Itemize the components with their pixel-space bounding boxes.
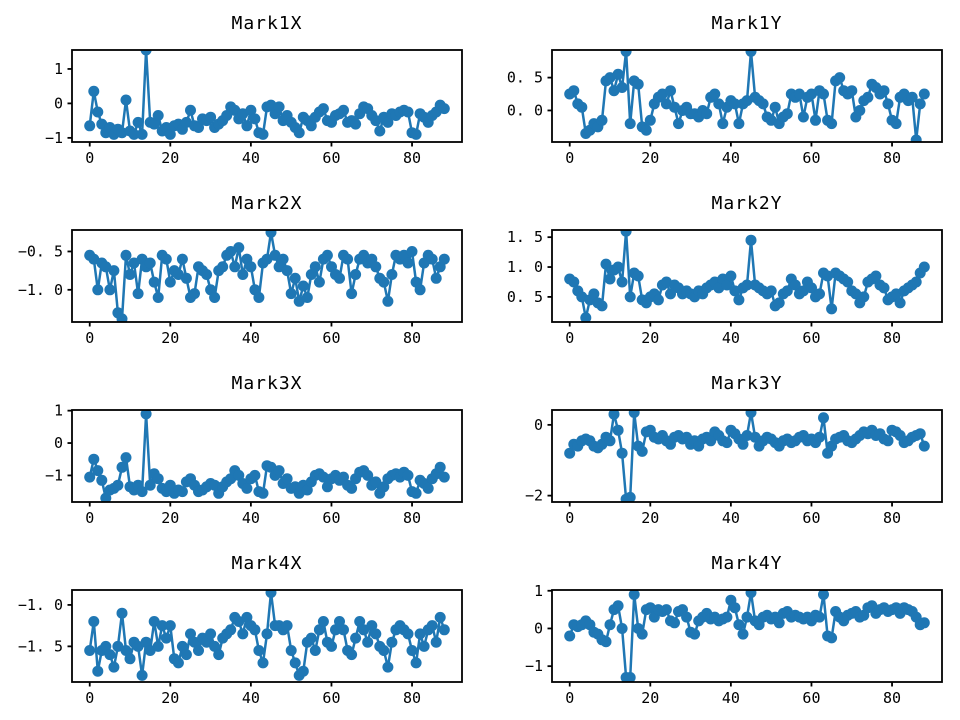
svg-text:0: 0: [565, 689, 574, 707]
svg-text:0: 0: [534, 416, 543, 434]
svg-text:−1. 5: −1. 5: [18, 637, 63, 655]
svg-text:60: 60: [322, 329, 340, 347]
svg-text:−2: −2: [525, 487, 543, 505]
svg-text:1: 1: [54, 402, 63, 420]
svg-text:20: 20: [161, 509, 179, 527]
svg-text:60: 60: [802, 149, 820, 167]
svg-text:0: 0: [565, 329, 574, 347]
svg-text:80: 80: [403, 329, 421, 347]
svg-text:20: 20: [641, 509, 659, 527]
svg-text:40: 40: [722, 689, 740, 707]
svg-text:80: 80: [403, 509, 421, 527]
svg-text:80: 80: [883, 689, 901, 707]
svg-text:40: 40: [242, 149, 260, 167]
subplot-mark2x: Mark2X 0 20 40 60 80 −0. 5 −1. 0: [0, 180, 480, 360]
plot-canvas-mark1y: 0 20 40 60 80 0. 5 0. 0: [507, 49, 943, 167]
svg-text:20: 20: [161, 689, 179, 707]
svg-text:40: 40: [722, 509, 740, 527]
subplot-mark1x: Mark1X 0 20 40 60 80 1 0 −1: [0, 0, 480, 180]
svg-text:40: 40: [242, 689, 260, 707]
svg-text:−1: −1: [525, 657, 543, 675]
svg-text:−1. 0: −1. 0: [18, 596, 63, 614]
svg-text:0: 0: [85, 329, 94, 347]
svg-text:60: 60: [802, 509, 820, 527]
subplot-mark1y: Mark1Y 0 20 40 60 80 0. 5 0. 0: [480, 0, 960, 180]
subplot-mark3y: Mark3Y 0 20 40 60 80 0 −2: [480, 360, 960, 540]
svg-text:80: 80: [883, 149, 901, 167]
svg-text:1. 5: 1. 5: [507, 228, 543, 246]
svg-text:40: 40: [242, 329, 260, 347]
svg-text:80: 80: [883, 509, 901, 527]
svg-text:0: 0: [85, 509, 94, 527]
plot-title-mark2x: Mark2X: [231, 193, 303, 214]
svg-text:0: 0: [534, 619, 543, 637]
svg-text:20: 20: [641, 689, 659, 707]
svg-text:60: 60: [322, 509, 340, 527]
plot-canvas-mark4y: 0 20 40 60 80 1 0 −1: [525, 582, 943, 707]
svg-text:40: 40: [722, 149, 740, 167]
svg-text:0: 0: [54, 94, 63, 112]
plot-canvas-mark2y: 0 20 40 60 80 1. 5 1. 0 0. 5: [507, 228, 943, 347]
svg-text:80: 80: [403, 149, 421, 167]
svg-text:0: 0: [565, 149, 574, 167]
plot-canvas-mark1x: 0 20 40 60 80 1 0 −1: [45, 49, 463, 167]
svg-text:40: 40: [722, 329, 740, 347]
svg-text:0. 5: 0. 5: [507, 69, 543, 87]
svg-text:80: 80: [883, 329, 901, 347]
svg-text:0. 5: 0. 5: [507, 288, 543, 306]
plot-title-mark3x: Mark3X: [231, 373, 303, 394]
svg-text:20: 20: [641, 329, 659, 347]
svg-text:1: 1: [534, 582, 543, 600]
svg-text:60: 60: [322, 149, 340, 167]
plot-title-mark1y: Mark1Y: [711, 13, 783, 34]
svg-text:0: 0: [85, 149, 94, 167]
plot-title-mark4y: Mark4Y: [711, 553, 783, 574]
plot-title-mark3y: Mark3Y: [711, 373, 783, 394]
svg-text:0. 0: 0. 0: [507, 101, 543, 119]
svg-text:60: 60: [802, 329, 820, 347]
svg-text:20: 20: [641, 149, 659, 167]
plot-canvas-mark2x: 0 20 40 60 80 −0. 5 −1. 0: [18, 229, 463, 347]
svg-text:20: 20: [161, 329, 179, 347]
plot-title-mark4x: Mark4X: [231, 553, 303, 574]
svg-text:80: 80: [403, 689, 421, 707]
svg-text:1. 0: 1. 0: [507, 258, 543, 276]
svg-text:−1: −1: [45, 129, 63, 147]
subplot-mark4y: Mark4Y 0 20 40 60 80 1 0 −1: [480, 540, 960, 720]
svg-text:60: 60: [802, 689, 820, 707]
svg-text:0: 0: [85, 689, 94, 707]
svg-text:0: 0: [54, 434, 63, 452]
plot-canvas-mark4x: 0 20 40 60 80 −1. 0 −1. 5: [18, 589, 463, 707]
subplot-mark4x: Mark4X 0 20 40 60 80 −1. 0 −1. 5: [0, 540, 480, 720]
svg-text:1: 1: [54, 60, 63, 78]
svg-text:−0. 5: −0. 5: [18, 242, 63, 260]
plot-title-mark2y: Mark2Y: [711, 193, 783, 214]
plot-title-mark1x: Mark1X: [231, 13, 303, 34]
svg-text:20: 20: [161, 149, 179, 167]
subplot-mark3x: Mark3X 0 20 40 60 80 1 0 −1: [0, 360, 480, 540]
svg-text:−1. 0: −1. 0: [18, 281, 63, 299]
plot-canvas-mark3y: 0 20 40 60 80 0 −2: [525, 409, 943, 527]
subplot-mark2y: Mark2Y 0 20 40 60 80 1. 5 1. 0 0. 5: [480, 180, 960, 360]
svg-text:−1: −1: [45, 466, 63, 484]
svg-text:40: 40: [242, 509, 260, 527]
svg-text:0: 0: [565, 509, 574, 527]
plot-canvas-mark3x: 0 20 40 60 80 1 0 −1: [45, 402, 463, 527]
svg-text:60: 60: [322, 689, 340, 707]
